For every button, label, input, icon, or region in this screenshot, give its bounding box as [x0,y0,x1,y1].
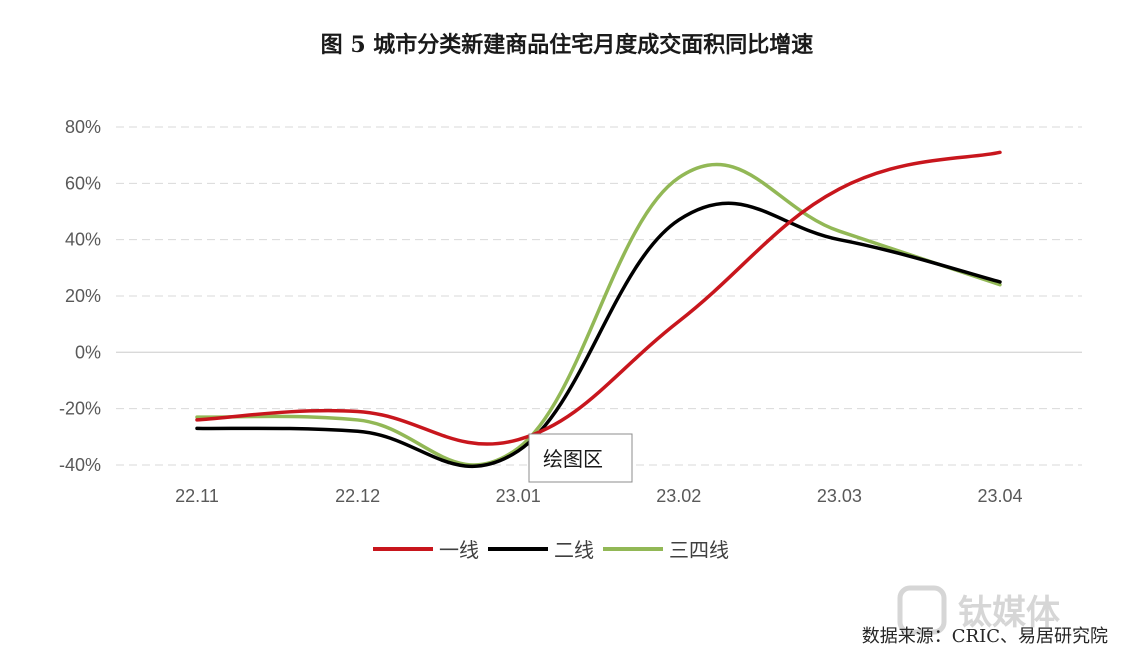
tooltip-box [528,433,633,483]
y-tick-label: 0% [75,342,101,362]
y-axis-ticks: 80% 60% 40% 20% 0% -20% -40% [59,117,101,475]
y-tick-label: -40% [59,455,101,475]
y-tick-label: 60% [65,173,101,193]
x-axis-ticks: 22.11 22.12 23.01 23.02 23.03 23.04 [175,486,1022,506]
series-line-tier34[interactable] [195,162,1002,467]
y-tick-label: -20% [59,399,101,419]
legend-label: 一线 [439,538,479,562]
x-tick-label: 22.12 [335,486,380,506]
y-tick-label: 80% [65,117,101,137]
tooltip-label: 绘图区 [543,447,603,471]
grid [116,126,1082,466]
x-tick-label: 23.03 [817,486,862,506]
y-tick-label: 40% [65,230,101,250]
series-line-tier2[interactable] [195,201,1002,469]
y-tick-label: 20% [65,286,101,306]
plot-area-tooltip: 绘图区 [528,433,633,483]
x-tick-label: 23.01 [496,486,541,506]
watermark-icon [897,585,947,635]
data-source: 数据来源：CRIC、易居研究院 [862,626,1108,647]
legend-label: 二线 [554,538,594,562]
x-tick-label: 23.04 [977,486,1022,506]
watermark-text: 钛媒体 [958,593,1060,633]
x-tick-label: 22.11 [175,486,219,506]
chart-title: 图 5 城市分类新建商品住宅月度成交面积同比增速 [321,32,814,58]
x-tick-label: 23.02 [656,486,701,506]
legend: 一线 二线 三四线 [373,538,729,562]
plot-area[interactable] [195,150,1002,469]
series-line-tier1[interactable] [195,150,1002,446]
watermark-logo: 钛媒体 [897,585,1060,635]
legend-label: 三四线 [669,538,729,562]
